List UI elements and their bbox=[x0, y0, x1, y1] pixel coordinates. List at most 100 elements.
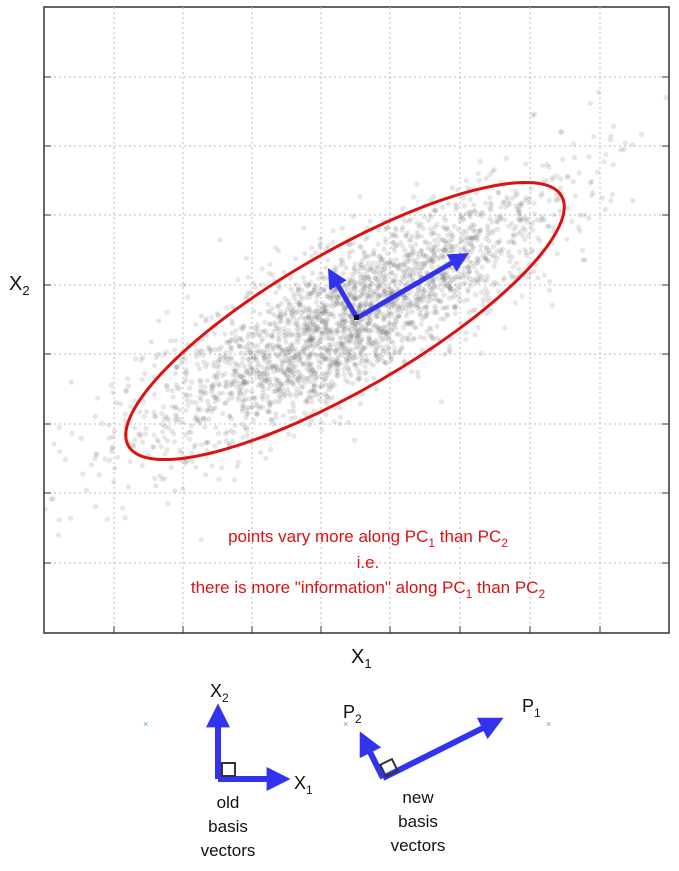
data-point bbox=[295, 287, 301, 293]
data-point bbox=[374, 265, 380, 271]
data-point bbox=[326, 347, 332, 353]
data-point bbox=[125, 383, 132, 389]
data-point bbox=[292, 354, 298, 360]
data-point bbox=[226, 339, 232, 345]
data-point bbox=[215, 430, 221, 436]
data-point bbox=[346, 241, 352, 247]
data-point bbox=[289, 364, 295, 370]
data-point bbox=[397, 280, 403, 286]
data-point bbox=[318, 270, 324, 276]
data-point bbox=[160, 429, 166, 435]
data-point bbox=[375, 294, 381, 300]
data-point bbox=[381, 266, 387, 272]
data-point bbox=[357, 293, 364, 300]
data-point bbox=[417, 310, 423, 316]
data-point bbox=[421, 297, 427, 303]
data-point bbox=[172, 417, 178, 423]
data-point bbox=[155, 439, 161, 445]
data-point bbox=[436, 297, 442, 303]
data-point bbox=[304, 346, 310, 352]
data-point bbox=[345, 333, 351, 339]
data-point bbox=[266, 341, 272, 347]
data-point bbox=[323, 302, 329, 308]
data-point bbox=[429, 279, 435, 285]
data-point bbox=[127, 458, 133, 464]
data-point bbox=[324, 347, 331, 353]
data-point bbox=[413, 297, 419, 303]
data-point bbox=[279, 351, 285, 357]
data-point bbox=[294, 328, 300, 334]
data-point bbox=[308, 336, 314, 342]
data-point bbox=[94, 452, 100, 458]
data-point bbox=[438, 399, 445, 405]
data-point bbox=[460, 272, 466, 278]
data-point bbox=[402, 261, 408, 267]
data-point bbox=[352, 296, 358, 302]
data-point bbox=[287, 377, 294, 384]
data-point bbox=[320, 357, 326, 363]
data-point bbox=[293, 299, 299, 305]
data-point bbox=[417, 271, 423, 277]
data-point bbox=[322, 305, 328, 311]
data-point bbox=[378, 257, 384, 263]
data-point bbox=[325, 356, 332, 362]
data-point bbox=[120, 505, 126, 511]
data-point bbox=[240, 380, 246, 386]
data-point bbox=[307, 394, 313, 400]
data-point bbox=[304, 324, 310, 330]
data-point bbox=[421, 335, 427, 341]
data-point bbox=[415, 255, 421, 261]
data-point bbox=[287, 355, 293, 361]
data-point bbox=[296, 349, 302, 355]
data-point bbox=[465, 236, 471, 242]
data-point bbox=[306, 422, 312, 428]
data-point bbox=[309, 399, 315, 405]
data-point bbox=[323, 391, 329, 397]
data-point bbox=[494, 214, 500, 220]
data-point bbox=[228, 379, 235, 385]
data-point bbox=[365, 321, 371, 327]
data-point bbox=[370, 260, 376, 266]
data-point bbox=[307, 319, 313, 325]
data-point bbox=[309, 337, 315, 343]
data-point bbox=[390, 240, 396, 246]
data-point bbox=[192, 416, 198, 422]
data-point bbox=[321, 304, 327, 310]
data-point bbox=[35, 445, 40, 450]
data-point bbox=[289, 344, 295, 350]
data-point bbox=[527, 196, 533, 202]
data-point bbox=[375, 285, 381, 291]
data-point bbox=[366, 341, 372, 347]
data-point bbox=[207, 347, 213, 354]
data-point bbox=[429, 257, 435, 263]
data-point bbox=[303, 399, 309, 405]
data-point bbox=[332, 359, 339, 365]
data-point bbox=[380, 335, 386, 341]
data-point bbox=[501, 200, 507, 206]
data-point bbox=[532, 111, 538, 117]
data-point bbox=[432, 252, 438, 258]
data-point bbox=[203, 316, 209, 322]
data-point bbox=[431, 207, 437, 213]
data-point bbox=[241, 324, 247, 330]
data-point bbox=[500, 199, 506, 205]
data-point bbox=[381, 348, 387, 354]
data-point bbox=[304, 366, 310, 372]
data-point bbox=[25, 435, 30, 440]
data-point bbox=[432, 296, 438, 302]
data-point bbox=[414, 220, 420, 226]
data-point bbox=[496, 190, 502, 196]
data-point bbox=[339, 352, 345, 359]
data-point bbox=[396, 313, 402, 319]
data-point bbox=[530, 219, 536, 225]
data-point bbox=[198, 388, 204, 394]
data-point bbox=[231, 378, 237, 384]
data-point bbox=[229, 337, 235, 343]
data-point bbox=[438, 316, 444, 322]
data-point bbox=[494, 218, 500, 224]
data-point bbox=[294, 317, 300, 323]
data-point bbox=[354, 279, 360, 286]
data-point bbox=[475, 260, 481, 266]
data-point bbox=[340, 270, 346, 276]
data-point bbox=[516, 217, 522, 223]
